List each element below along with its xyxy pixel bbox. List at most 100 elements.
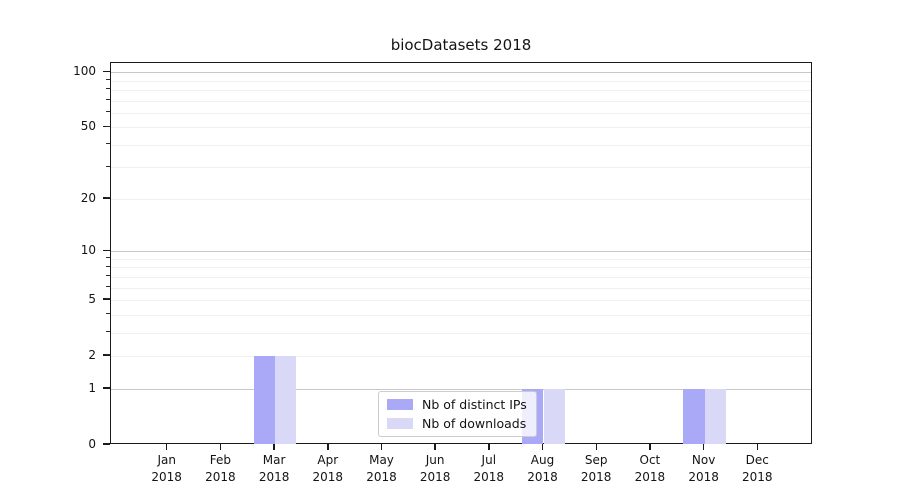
x-tick-sep	[595, 443, 597, 450]
downloads-bar-aug	[543, 388, 565, 445]
y-minor-tick-2	[106, 354, 110, 356]
y-minor-tick-9	[106, 257, 110, 259]
x-tick-label-may: May 2018	[350, 452, 414, 486]
x-tick-year: 2018	[258, 469, 290, 484]
x-tick-label-aug: Aug 2018	[511, 452, 575, 486]
gridline-major-100	[111, 72, 811, 74]
gridline-minor-5	[111, 299, 811, 301]
y-tick-1	[103, 387, 110, 389]
x-tick-month: Jan	[157, 452, 176, 467]
downloads-swatch	[387, 418, 413, 429]
x-tick-label-apr: Apr 2018	[296, 452, 360, 486]
gridline-minor-3	[111, 332, 811, 334]
y-minor-tick-80	[106, 88, 110, 90]
distinct-ips-bar-mar	[253, 355, 276, 445]
legend-item-distinct-ips: Nb of distinct IPs	[387, 397, 527, 412]
x-tick-label-oct: Oct 2018	[618, 452, 682, 486]
x-tick-year: 2018	[419, 469, 451, 484]
x-tick-year: 2018	[580, 469, 612, 484]
x-tick-jul	[488, 443, 490, 450]
y-tick-label-5: 5	[88, 291, 96, 306]
gridline-minor-90	[111, 80, 811, 82]
downloads-bar-nov	[704, 388, 726, 445]
x-tick-jan	[165, 443, 168, 450]
x-tick-year: 2018	[205, 469, 236, 484]
x-tick-label-sep: Sep 2018	[564, 452, 628, 486]
gridline-minor-8	[111, 267, 811, 269]
y-minor-tick-90	[106, 79, 110, 80]
gridline-minor-7	[111, 276, 811, 278]
y-minor-tick-3	[106, 331, 110, 333]
chart-title: biocDatasets 2018	[390, 36, 532, 54]
x-tick-feb	[219, 443, 222, 450]
x-tick-label-feb: Feb 2018	[188, 452, 252, 486]
x-tick-dec	[756, 443, 758, 450]
x-tick-month: May	[369, 452, 394, 467]
y-tick-100	[103, 70, 110, 73]
downloads-bar-mar	[275, 355, 297, 445]
y-minor-tick-4	[106, 313, 110, 315]
x-tick-month: Aug	[530, 452, 555, 467]
x-tick-label-nov: Nov 2018	[672, 452, 736, 486]
gridline-major-1	[111, 388, 811, 390]
gridline-minor-2	[111, 355, 811, 357]
y-tick-10	[103, 249, 110, 251]
x-tick-month: Jun	[425, 452, 445, 467]
y-tick-label-0: 0	[88, 436, 96, 451]
x-tick-month: Dec	[745, 452, 769, 467]
legend-label-distinct-ips: Nb of distinct IPs	[422, 397, 527, 412]
x-tick-label-jan: Jan 2018	[135, 452, 199, 486]
x-tick-month: Mar	[262, 452, 286, 467]
gridline-minor-9	[111, 258, 811, 260]
x-tick-mar	[273, 443, 275, 450]
x-tick-jun	[434, 443, 436, 450]
gridline-minor-30	[111, 167, 811, 169]
legend-item-downloads: Nb of downloads	[387, 416, 527, 431]
gridline-minor-80	[111, 89, 811, 91]
x-tick-may	[380, 443, 383, 450]
x-tick-label-jun: Jun 2018	[403, 452, 467, 486]
x-tick-year: 2018	[473, 469, 505, 484]
x-tick-month: Jul	[481, 452, 497, 467]
y-minor-tick-50	[106, 125, 110, 127]
gridline-minor-40	[111, 144, 811, 146]
y-tick-label-2: 2	[88, 347, 96, 362]
y-minor-tick-40	[106, 143, 110, 145]
x-tick-month: Oct	[639, 452, 661, 467]
x-tick-year: 2018	[151, 469, 182, 484]
gridline-minor-4	[111, 314, 811, 316]
gridline-minor-70	[111, 100, 811, 102]
distinct-ips-bar-nov	[683, 388, 705, 445]
x-tick-label-jul: Jul 2018	[457, 452, 521, 486]
legend-label-downloads: Nb of downloads	[422, 416, 527, 431]
x-tick-nov	[702, 443, 705, 450]
y-minor-tick-60	[106, 111, 110, 113]
x-tick-year: 2018	[366, 469, 397, 484]
y-tick-label-100: 100	[73, 64, 96, 79]
x-tick-apr	[327, 443, 329, 450]
gridline-minor-60	[111, 112, 811, 114]
x-tick-year: 2018	[634, 469, 666, 484]
x-tick-year: 2018	[742, 469, 773, 484]
y-minor-tick-30	[106, 165, 110, 167]
y-minor-tick-70	[106, 99, 110, 100]
gridline-minor-50	[111, 127, 811, 129]
y-tick-0	[103, 443, 110, 445]
gridline-major-10	[111, 251, 811, 252]
gridline-minor-20	[111, 198, 811, 200]
x-tick-month: Apr	[317, 452, 339, 467]
y-tick-label-50: 50	[80, 119, 96, 134]
y-tick-label-1: 1	[88, 380, 96, 395]
y-minor-tick-5	[106, 298, 110, 300]
y-tick-label-20: 20	[80, 190, 96, 205]
x-tick-year: 2018	[527, 469, 558, 484]
y-minor-tick-20	[106, 197, 110, 199]
x-tick-month: Feb	[209, 452, 232, 467]
x-tick-year: 2018	[312, 469, 344, 484]
x-tick-month: Sep	[584, 452, 608, 467]
y-minor-tick-8	[106, 265, 110, 267]
distinct-ips-swatch	[387, 399, 413, 410]
legend: Nb of distinct IPs Nb of downloads	[378, 391, 537, 437]
y-minor-tick-6	[106, 286, 110, 287]
